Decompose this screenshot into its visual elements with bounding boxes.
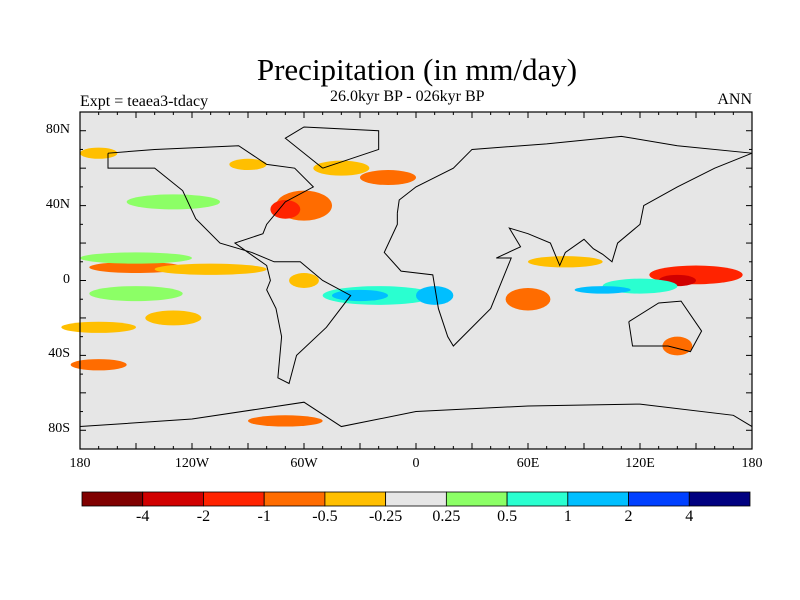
- anomaly-region: [154, 263, 267, 275]
- lat-tick-label: 0: [63, 271, 70, 287]
- colorbar-label: 0.25: [432, 508, 461, 525]
- colorbar-swatch: [263, 491, 326, 507]
- colorbar-label: 2: [624, 508, 633, 525]
- colorbar-label: -4: [136, 508, 150, 525]
- lon-tick-label: 0: [412, 456, 420, 471]
- colorbar-swatch: [142, 491, 204, 507]
- colorbar-swatch: [567, 491, 629, 507]
- colorbar-swatch: [628, 491, 690, 507]
- coastline: [628, 300, 703, 353]
- colorbar-swatch: [445, 491, 508, 507]
- colorbar-label: -1: [257, 508, 271, 525]
- colorbar-swatch: [203, 491, 265, 507]
- lon-tick-label: 120E: [625, 456, 655, 471]
- anomaly-region: [574, 286, 631, 294]
- lon-tick-label: 120W: [174, 456, 210, 471]
- colorbar-label: -2: [196, 508, 211, 525]
- plot-title: Precipitation (in mm/day): [256, 52, 578, 87]
- colorbar-swatch: [324, 491, 387, 507]
- anomaly-region: [145, 310, 202, 326]
- anomaly-region: [248, 415, 323, 427]
- colorbar-label: 1: [563, 508, 572, 525]
- anomaly-region: [270, 199, 301, 219]
- lat-tick-label: 80N: [45, 121, 70, 137]
- lat-tick-label: 80S: [48, 421, 70, 437]
- coastline: [107, 145, 352, 385]
- anomaly-region: [229, 158, 267, 171]
- lon-tick-label: 180: [741, 456, 763, 471]
- period-label: 26.0kyr BP - 026kyr BP: [330, 88, 485, 105]
- lon-tick-label: 60W: [290, 456, 318, 471]
- colorbar-swatch: [506, 491, 569, 507]
- anomaly-region: [313, 160, 370, 176]
- anomaly-region: [61, 321, 137, 333]
- colorbar-swatch: [688, 491, 751, 507]
- lat-tick-label: 40S: [48, 346, 70, 362]
- season-label: ANN: [717, 91, 752, 108]
- anomaly-region: [528, 256, 603, 268]
- anomaly-region: [126, 194, 220, 210]
- colorbar-swatch: [385, 491, 447, 507]
- colorbar-label: 0.5: [497, 508, 518, 525]
- colorbar-label: -0.5: [312, 508, 338, 525]
- coastline: [284, 126, 380, 169]
- colorbar-label: -0.25: [368, 508, 403, 525]
- anomaly-region: [80, 252, 192, 264]
- experiment-label: Expt = teaea3-tdacy: [80, 93, 209, 110]
- coastline: [383, 135, 753, 347]
- colorbar-swatch: [81, 491, 144, 507]
- colorbar-label: 4: [685, 508, 694, 525]
- anomaly-region: [89, 286, 183, 302]
- anomaly-region: [505, 287, 551, 311]
- anomaly-region: [360, 170, 416, 186]
- lat-tick-label: 40N: [45, 196, 70, 212]
- lon-tick-label: 60E: [516, 456, 540, 471]
- lon-tick-label: 180: [69, 456, 91, 471]
- anomaly-region: [70, 359, 127, 371]
- anomaly-region: [416, 286, 454, 305]
- anomaly-region: [332, 289, 388, 302]
- anomaly-region: [289, 273, 319, 288]
- coastline: [79, 401, 753, 428]
